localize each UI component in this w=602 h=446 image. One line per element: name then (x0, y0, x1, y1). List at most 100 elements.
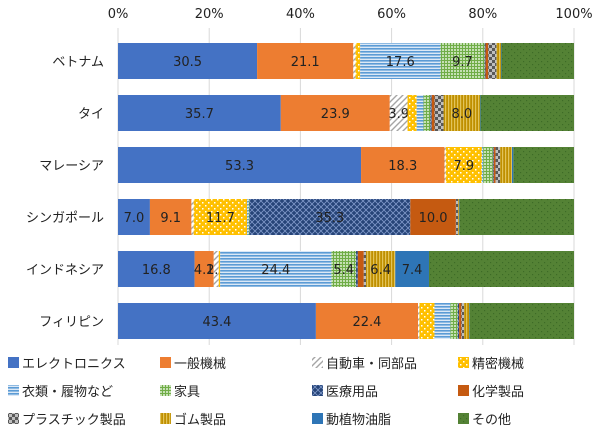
bar-segment (458, 199, 460, 235)
bar-segment (419, 303, 435, 339)
bar-segment (118, 199, 150, 235)
bar-segment (118, 251, 195, 287)
legend-swatch (312, 357, 323, 368)
bar-segment (488, 43, 497, 79)
legend-label: 医療用品 (326, 385, 378, 400)
data-label: 18.3 (388, 159, 417, 174)
category-label: タイ (78, 107, 104, 122)
bar-segment (484, 43, 486, 79)
bar-segment (416, 95, 424, 131)
x-axis-tick-labels: 0% 20% 40% 60% 80% 100% (108, 7, 593, 22)
category-label: フィリピン (39, 315, 104, 330)
bar-segment (194, 251, 214, 287)
bar-segment (407, 95, 417, 131)
legend-swatch (312, 413, 323, 424)
data-label: 10.0 (419, 211, 448, 226)
legend-swatch (160, 385, 171, 396)
bar-segment (220, 251, 332, 287)
bar-segment (118, 303, 316, 339)
category-label: インドネシア (26, 263, 104, 278)
x-tick-label: 40% (286, 7, 315, 22)
bar-segment (410, 199, 456, 235)
legend-label: エレクトロニクス (22, 357, 126, 372)
data-label: 21.1 (291, 55, 320, 70)
data-label: 7.0 (124, 211, 145, 226)
bar-segment (431, 95, 435, 131)
bar-segment (428, 251, 574, 287)
legend-swatch (160, 357, 171, 368)
bar-segment (423, 95, 431, 131)
legend-label: その他 (472, 413, 511, 428)
data-label: 43.4 (202, 315, 231, 330)
data-label: 17.6 (386, 55, 415, 70)
x-tick-label: 20% (195, 7, 224, 22)
data-label: 35.3 (315, 211, 344, 226)
data-label: 5.4 (333, 263, 354, 278)
data-label: 24.4 (261, 263, 290, 278)
legend-swatch (458, 385, 469, 396)
bar-segment (511, 147, 514, 183)
bar-segment (418, 303, 420, 339)
bar-segment (513, 147, 574, 183)
bar-segment (495, 147, 501, 183)
bar-segment (500, 147, 512, 183)
bar-segment (315, 303, 419, 339)
data-label: 3.9 (388, 107, 409, 122)
category-label: ベトナム (52, 55, 104, 70)
data-label: 53.3 (225, 159, 254, 174)
bar-segment (355, 43, 361, 79)
bar-segment (434, 95, 444, 131)
bar-segment (218, 251, 221, 287)
legend-swatch (8, 385, 19, 396)
legend-swatch (8, 413, 19, 424)
bar-segment (444, 147, 446, 183)
bar-segment (356, 251, 358, 287)
bar-segment (480, 95, 574, 131)
bar-segment (331, 251, 357, 287)
data-label: 6.4 (370, 263, 391, 278)
bar-segment (483, 147, 493, 183)
bar-segment (492, 147, 494, 183)
legend-swatch (458, 413, 469, 424)
bar-segment (360, 43, 441, 79)
bar-segment (213, 251, 219, 287)
data-label: 30.5 (173, 55, 202, 70)
bar-segment (353, 43, 356, 79)
bar-segment (445, 147, 482, 183)
bar-segment (118, 95, 281, 131)
legend-swatch (160, 413, 171, 424)
x-tick-label: 80% (468, 7, 497, 22)
bar-segment (481, 147, 484, 183)
bar-segment (149, 199, 192, 235)
bar-segment (443, 95, 481, 131)
data-label: 22.4 (352, 315, 381, 330)
x-tick-label: 60% (377, 7, 406, 22)
bar-segment (485, 43, 489, 79)
bar-segment (469, 303, 574, 339)
bars: 30.5 21.1 17.6 9.7 35.7 23.9 3.9 8.0 53.3 18.3 7.9… (118, 43, 574, 339)
data-label: 7.9 (454, 159, 475, 174)
legend-label: 家具 (174, 384, 200, 400)
bar-segment (193, 199, 248, 235)
data-label: 8.0 (451, 107, 472, 122)
legend-label: 動植物油脂 (326, 413, 391, 428)
legend-swatch (8, 357, 19, 368)
data-label: 11.7 (206, 211, 235, 226)
legend-label: 化学製品 (472, 384, 524, 400)
bar-segment (247, 199, 249, 235)
data-label: 16.8 (142, 263, 171, 278)
bar-segment (501, 43, 574, 79)
bar-segment (257, 43, 354, 79)
legend-swatch (312, 385, 323, 396)
bar-segment (191, 199, 194, 235)
bar-segment (361, 147, 445, 183)
bar-segment (357, 251, 364, 287)
x-tick-label: 0% (108, 7, 129, 22)
bar-segment (366, 251, 396, 287)
bar-segment (118, 43, 258, 79)
legend-label: 一般機械 (174, 356, 226, 372)
bar-segment (434, 303, 451, 339)
